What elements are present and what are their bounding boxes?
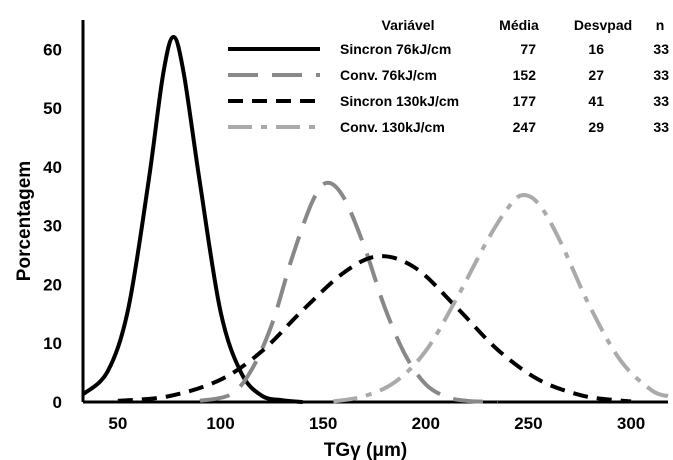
legend-series-mean: 177 [513, 93, 537, 109]
legend-series-stdev: 16 [588, 41, 604, 57]
series-line-2 [199, 180, 498, 404]
y-tick-label: 60 [43, 40, 62, 59]
axes: TGγ (μm) Porcentagem [14, 20, 668, 460]
legend-series-name: Sincron 130kJ/cm [340, 93, 459, 109]
legend-series-stdev: 41 [588, 93, 604, 109]
legend-series-mean: 77 [520, 41, 536, 57]
series-lines [81, 35, 669, 404]
x-tick-label: 250 [514, 414, 542, 433]
series-line-1 [81, 35, 303, 404]
y-tick-label: 40 [43, 158, 62, 177]
x-tick-label: 100 [206, 414, 234, 433]
legend-series-stdev: 29 [588, 119, 604, 135]
legend-series-name: Conv. 76kJ/cm [340, 67, 437, 83]
x-tick-label: 150 [309, 414, 337, 433]
x-tick-label: 200 [412, 414, 440, 433]
legend-series-name: Conv. 130kJ/cm [340, 119, 445, 135]
legend-header-n: n [656, 17, 665, 33]
x-tick-label: 50 [108, 414, 127, 433]
y-axis-title: Porcentagem [14, 161, 35, 281]
legend-series-n: 33 [653, 119, 669, 135]
legend-series-mean: 247 [513, 119, 537, 135]
y-tick-label: 0 [53, 393, 62, 412]
series-line-4 [333, 193, 669, 404]
legend-series-mean: 152 [513, 67, 537, 83]
series-line-3 [117, 254, 632, 404]
x-axis-title: TGγ (μm) [324, 440, 407, 460]
x-tick-label: 300 [617, 414, 645, 433]
legend-series-name: Sincron 76kJ/cm [340, 41, 451, 57]
legend-header-stdev: Desvpad [574, 17, 632, 33]
legend: Variável Média Desvpad n Sincron 76kJ/cm… [228, 17, 669, 135]
y-tick-label: 50 [43, 99, 62, 118]
legend-header-mean: Média [499, 17, 539, 33]
y-tick-label: 20 [43, 275, 62, 294]
y-tick-label: 10 [43, 334, 62, 353]
legend-series-stdev: 27 [588, 67, 604, 83]
legend-series-n: 33 [653, 67, 669, 83]
legend-series-n: 33 [653, 93, 669, 109]
tick-labels: 50 100 150 200 250 300 0 10 20 30 40 50 60 [43, 40, 645, 433]
legend-series-n: 33 [653, 41, 669, 57]
legend-header-variable: Variável [382, 17, 435, 33]
y-tick-label: 30 [43, 217, 62, 236]
